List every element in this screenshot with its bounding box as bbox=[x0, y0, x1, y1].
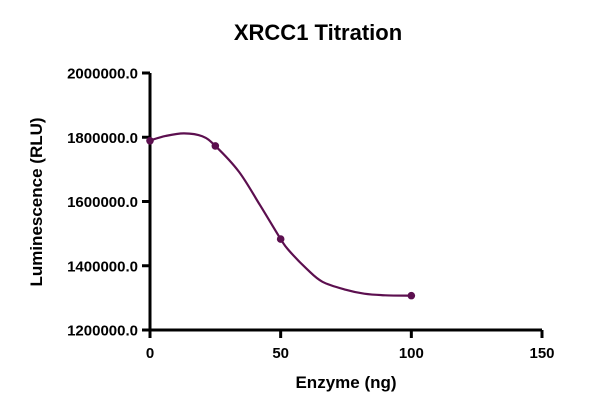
y-axis-label: Luminescence (RLU) bbox=[27, 117, 46, 286]
data-point bbox=[407, 291, 416, 300]
x-tick-label: 150 bbox=[529, 345, 554, 362]
y-tick-label: 1800000.0 bbox=[67, 130, 138, 147]
fit-curve bbox=[149, 132, 412, 297]
y-tick-label: 2000000.0 bbox=[67, 66, 138, 83]
data-point bbox=[276, 235, 285, 243]
y-tick-label: 1200000.0 bbox=[67, 323, 138, 340]
x-tick-label: 0 bbox=[146, 345, 154, 362]
x-axis-label: Enzyme (ng) bbox=[295, 373, 396, 392]
data-point bbox=[211, 142, 220, 150]
y-tick-label: 1400000.0 bbox=[67, 258, 138, 275]
x-tick-label: 100 bbox=[399, 345, 424, 362]
x-tick-label: 50 bbox=[272, 345, 289, 362]
data-point bbox=[146, 136, 154, 145]
chart-title: XRCC1 Titration bbox=[234, 20, 402, 45]
y-tick-label: 1600000.0 bbox=[67, 194, 138, 211]
